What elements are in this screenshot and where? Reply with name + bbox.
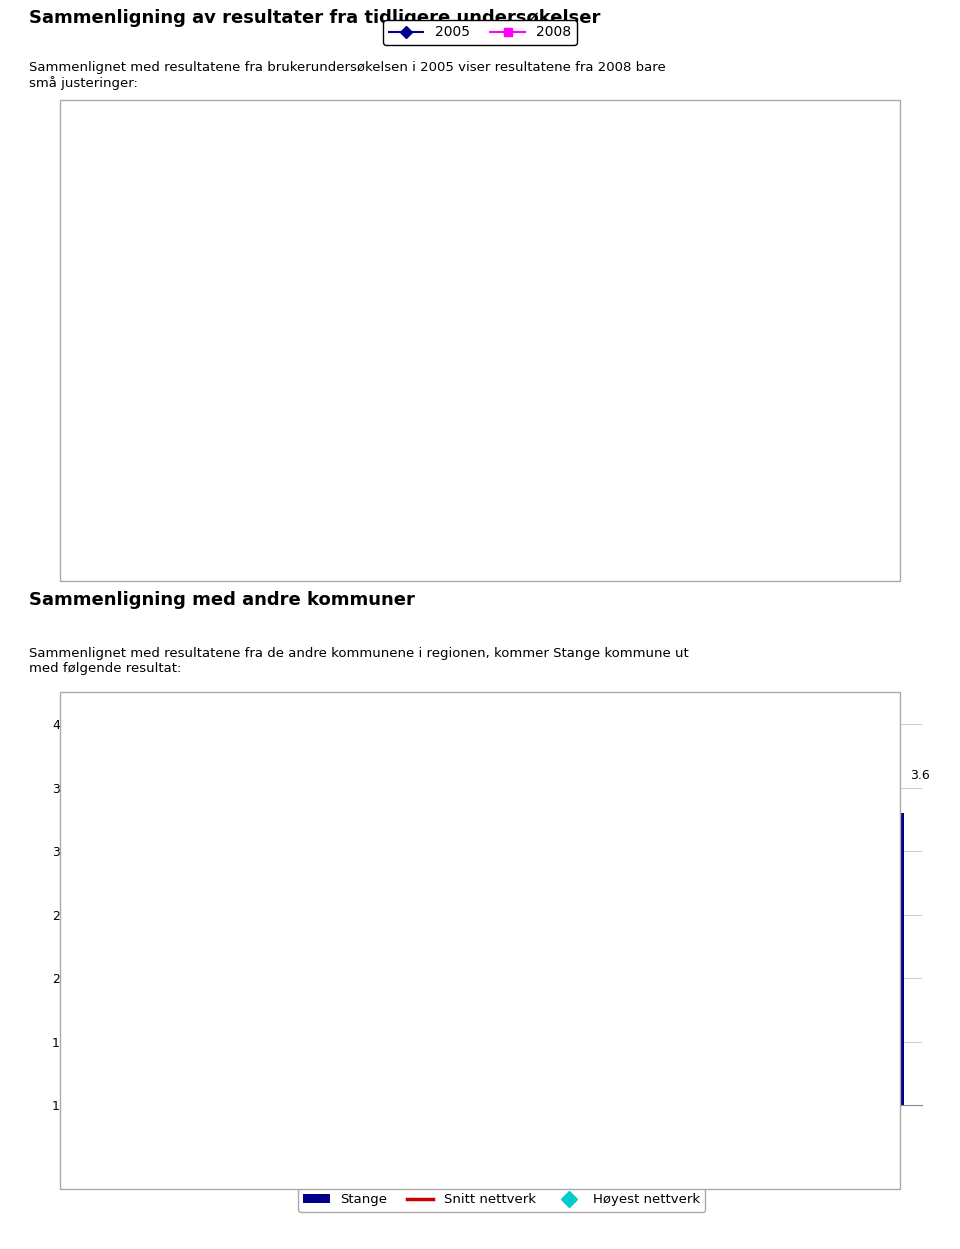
Bar [566, 801, 624, 1233]
Title: Profil. Gjennomsnittlig brukertilfredshet: Profil. Gjennomsnittlig brukertilfredshe… [365, 703, 638, 718]
Text: Sammenligning av resultater fra tidligere undersøkelser: Sammenligning av resultater fra tidliger… [29, 9, 600, 26]
Bar [753, 864, 810, 1233]
Text: 3.6: 3.6 [677, 934, 699, 947]
Bar [660, 776, 717, 1233]
Text: 3.6: 3.6 [910, 768, 930, 782]
Text: 3.3: 3.3 [304, 953, 326, 965]
Text: 3.8: 3.8 [444, 743, 464, 757]
Bar [846, 813, 904, 1233]
Legend: Stange, Snitt nettverk, Høyest nettverk: Stange, Snitt nettverk, Høyest nettverk [298, 1188, 706, 1212]
Text: 2.9: 2.9 [771, 978, 793, 992]
Text: 3.3: 3.3 [864, 953, 886, 965]
Legend: 2005, 2008: 2005, 2008 [383, 20, 577, 45]
Text: 3.7: 3.7 [397, 928, 420, 940]
Bar [472, 852, 531, 1233]
Text: Sammenlignet med resultatene fra de andre kommunene i regionen, kommer Stange ko: Sammenlignet med resultatene fra de andr… [29, 647, 688, 674]
Text: 3.4: 3.4 [350, 794, 371, 807]
Bar [286, 813, 344, 1233]
Text: 3.0: 3.0 [491, 972, 513, 985]
Text: 3.6: 3.6 [817, 768, 837, 782]
Bar [99, 813, 157, 1233]
Bar [379, 762, 437, 1233]
Text: 3.4: 3.4 [164, 794, 183, 807]
Text: 3.0: 3.0 [537, 844, 557, 858]
Text: Sammenligning med andre kommuner: Sammenligning med andre kommuner [29, 591, 415, 608]
Text: 3.8: 3.8 [724, 743, 744, 757]
Text: 3.0: 3.0 [210, 972, 232, 985]
Text: 3.3: 3.3 [117, 953, 139, 965]
Bar [193, 852, 251, 1233]
Text: 3.4: 3.4 [631, 794, 650, 807]
Text: Sammenlignet med resultatene fra brukerundersøkelsen i 2005 viser resultatene fr: Sammenlignet med resultatene fra brukeru… [29, 61, 665, 90]
Text: 3.4: 3.4 [584, 947, 606, 959]
Text: 3.1: 3.1 [257, 832, 276, 846]
